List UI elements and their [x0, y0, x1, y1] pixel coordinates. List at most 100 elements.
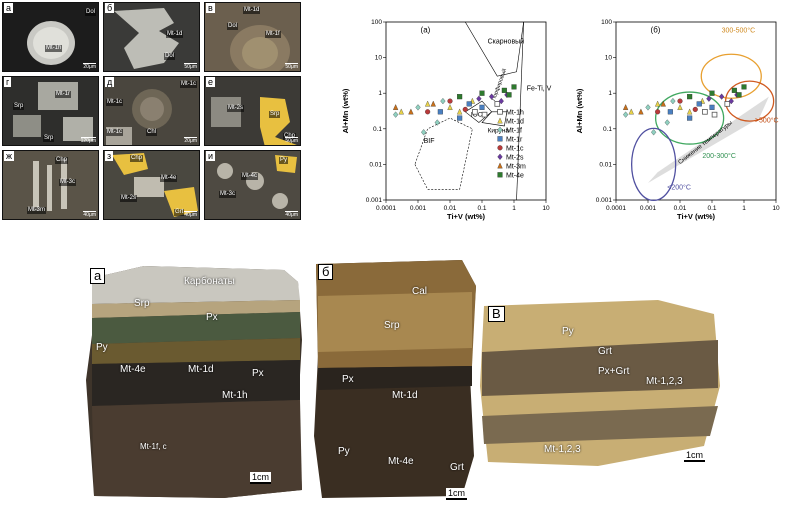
mineral-label: Dol	[164, 53, 176, 60]
micrograph-letter: г	[4, 77, 12, 87]
sample-tag: Px	[252, 368, 264, 379]
sample-tag: Mt-1f, c	[140, 442, 167, 451]
micrograph-f-image	[211, 97, 297, 145]
data-point	[430, 100, 436, 107]
chart-b: 0.0001 0.001 0.01 0.1 1 10 0.001 0.01 0.1 1 10 100 T…	[572, 4, 800, 226]
x-tick-label: 1	[742, 205, 746, 212]
x-tick-label: 0.1	[707, 205, 716, 212]
data-point	[498, 97, 504, 105]
scale-bar: 50μm	[285, 137, 298, 144]
data-point	[393, 104, 399, 110]
sample-tag: Mt-1h	[222, 390, 248, 401]
field-label: <200°C	[667, 183, 691, 191]
mineral-label: Srp	[269, 111, 281, 118]
micrograph-i: и Py Mt-4c Mt-3c 40μm	[204, 150, 301, 220]
x-tick-label: 0.001	[410, 205, 427, 212]
micrograph-letter: а	[4, 3, 14, 13]
data-point	[709, 104, 715, 110]
sample-tag: Srp	[134, 298, 150, 309]
data-point	[702, 109, 708, 115]
scale-bar: 120μm	[80, 137, 96, 144]
micrograph-f: е Mt-2s Srp Chp 50μm	[204, 76, 301, 146]
chart-b-svg: 0.0001 0.001 0.01 0.1 1 100.0010.010.1110100T…	[575, 19, 780, 221]
mineral-label: Chp	[130, 155, 144, 162]
micrograph-h-image	[112, 153, 198, 217]
x-tick-label: 0.0001	[376, 205, 396, 212]
data-point	[497, 145, 503, 151]
scale-bar: 20μm	[184, 137, 197, 144]
legend-label: Mt-1r	[506, 136, 523, 143]
x-tick-label: 0.01	[674, 205, 687, 212]
sample-tag: Карбонаты	[184, 276, 235, 287]
data-point	[398, 108, 404, 115]
region-above-500	[724, 80, 775, 122]
mineral-label: Chp	[55, 157, 69, 164]
micrograph-b: б Mt-1d Dol 50μm	[103, 2, 200, 72]
mineral-label: Mt-4c	[241, 173, 258, 180]
x-axis-label: Ti+V (wt%)	[447, 212, 485, 221]
bif-field	[414, 117, 473, 190]
mineral-label: Mt-1r	[55, 91, 71, 98]
data-point	[667, 109, 673, 115]
mineral-label: Srp	[43, 135, 55, 142]
micrograph-h: з Chp Mt-4e Mt-2s Grt 40μm	[103, 150, 200, 220]
y-tick-label: 1	[608, 90, 612, 97]
data-point	[623, 104, 629, 110]
field-label: BIF	[424, 138, 435, 145]
mineral-label: Dol	[85, 9, 97, 16]
kiruna-field	[481, 111, 508, 127]
y-tick-label: 0.1	[373, 126, 382, 133]
micrograph-letter: ж	[4, 151, 15, 161]
sample-b: б Cal Srp Px Mt-1d Py Mt-4e Grt 1cm	[312, 256, 480, 502]
y-tick-label: 10	[375, 55, 383, 62]
mineral-label: Chp	[283, 133, 297, 140]
data-point	[736, 92, 742, 98]
data-point	[655, 100, 661, 107]
data-point	[709, 90, 715, 96]
legend-label: Mt-1c	[506, 145, 524, 152]
y-tick-label: 100	[371, 19, 382, 26]
micrograph-b-image	[114, 8, 179, 69]
field-boundary	[516, 21, 524, 201]
micrograph-letter: з	[105, 151, 114, 161]
data-point	[728, 97, 734, 105]
x-tick-label: 0.001	[640, 205, 657, 212]
legend-label: Mt-1f	[506, 127, 522, 134]
data-point	[724, 101, 731, 107]
sample-tag: Mt-1,2,3	[544, 444, 581, 455]
micrograph-c: в Mt-1d Dol Mt-1f 50μm	[204, 2, 301, 72]
sample-tag: Py	[96, 342, 108, 353]
sample-b-image	[314, 260, 476, 498]
field-label: 300-500°C	[722, 27, 756, 35]
sample-tag: Mt-1d	[188, 364, 214, 375]
x-tick-label: 0.0001	[606, 205, 626, 212]
x-tick-label: 10	[542, 205, 550, 212]
scale-bar: 40μm	[184, 211, 197, 218]
field-label: 200-300°C	[702, 152, 736, 160]
sample-tag: Px	[206, 312, 218, 323]
micrograph-letter: и	[206, 151, 216, 161]
y-tick-label: 0.01	[599, 161, 612, 168]
sample-tag: Mt-4e	[388, 456, 414, 467]
sample-a-image	[86, 266, 302, 498]
x-axis-label: Ti+V (wt%)	[677, 212, 715, 221]
field-label: >500°C	[755, 117, 779, 125]
chart-a-svg: 0.0001 0.001 0.01 0.1 1 100.0010.010.1110100T…	[341, 19, 552, 221]
data-point	[497, 172, 503, 178]
data-point	[660, 100, 666, 107]
micrograph-g-image	[33, 159, 67, 211]
y-tick-label: 0.001	[366, 197, 383, 204]
micrograph-grid: а Mt-1h Dol 20μm б Mt-1d Dol 50μm в Mt-1…	[2, 2, 302, 224]
micrograph-letter: е	[206, 77, 216, 87]
data-point	[421, 129, 427, 136]
data-point	[447, 98, 453, 104]
data-point	[425, 109, 431, 115]
data-point	[506, 92, 512, 98]
sample-tag: Mt-1,2,3	[646, 376, 683, 387]
data-point	[670, 97, 676, 105]
region-below-200	[630, 127, 677, 202]
data-point	[655, 109, 661, 115]
data-point	[437, 109, 443, 115]
data-point	[677, 98, 683, 104]
sample-a: а Карбонаты Srp Px Py Mt-4e Mt-1d Px Mt-…	[84, 260, 306, 500]
